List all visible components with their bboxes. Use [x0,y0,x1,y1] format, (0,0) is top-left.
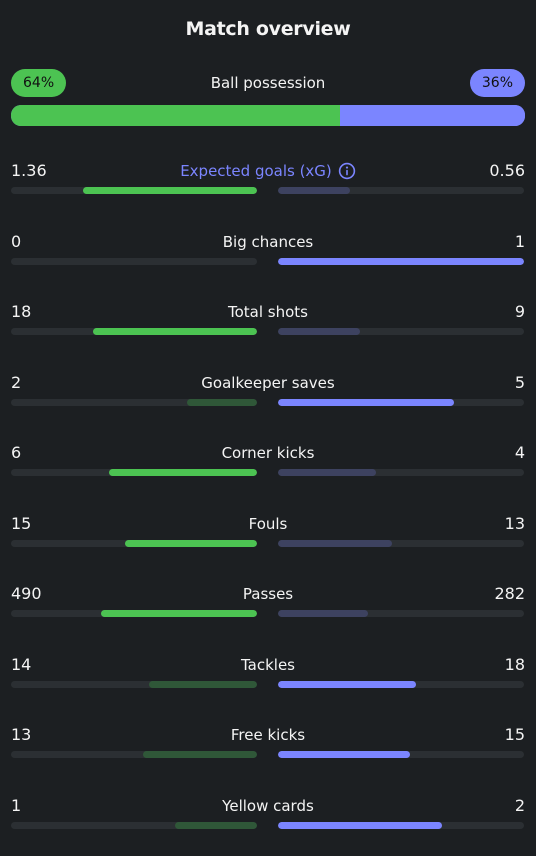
away-stat-fill [278,328,360,335]
away-stat-bar [278,751,524,758]
away-stat-fill [278,610,368,617]
home-stat-fill [82,187,257,194]
away-value: 9 [514,302,525,321]
stat-label: Fouls [248,515,288,533]
stat-label[interactable]: Expected goals (xG) [11,160,525,182]
away-stat-bar [278,399,524,406]
away-stat-fill [278,399,454,406]
away-stat-bar [278,610,524,617]
away-value: 4 [514,443,525,462]
stat-label: Big chances [222,233,314,251]
home-stat-fill [100,610,257,617]
info-icon[interactable] [338,162,356,180]
away-stat-bar [278,681,524,688]
home-value: 1 [11,796,22,815]
home-value: 6 [11,443,22,462]
away-stat-bar [278,258,524,265]
stat-label: Goalkeeper saves [201,374,335,392]
stat-label: Corner kicks [221,444,315,462]
home-stat-bar [11,822,257,829]
away-possession-fill [339,105,525,126]
home-value: 1.36 [11,161,47,180]
stat-row-free-kicks: 13 Free kicks 15 [11,724,525,764]
stat-row-goalkeeper-saves: 2 Goalkeeper saves 5 [11,372,525,412]
home-stat-bar [11,328,257,335]
away-value: 282 [494,584,525,603]
stat-row-passes: 490 Passes 282 [11,583,525,623]
stat-row-corner-kicks: 6 Corner kicks 4 [11,442,525,482]
stat-label: Passes [242,585,294,603]
away-value: 5 [514,373,525,392]
home-value: 0 [11,232,22,251]
stat-row-yellow-cards: 1 Yellow cards 2 [11,795,525,835]
home-stat-fill [175,822,257,829]
home-possession-badge: 64% [11,69,67,97]
possession-header: 64% Ball possession 36% [11,69,525,97]
stat-label: Tackles [240,656,296,674]
home-stat-fill [149,681,257,688]
away-stat-bar [278,328,524,335]
home-possession-fill [11,105,340,126]
home-value: 2 [11,373,22,392]
home-stat-bar [11,610,257,617]
home-stat-bar [11,751,257,758]
home-stat-fill [93,328,257,335]
away-value: 0.56 [489,161,525,180]
stat-row-total-shots: 18 Total shots 9 [11,301,525,341]
away-stat-fill [278,187,350,194]
stat-row-fouls: 15 Fouls 13 [11,513,525,553]
away-value: 18 [504,655,525,674]
stat-row-big-chances: 0 Big chances 1 [11,231,525,271]
stat-row-expected-goals: 1.36 Expected goals (xG) 0.56 [11,160,525,200]
away-stat-fill [278,822,442,829]
away-stat-bar [278,187,524,194]
away-value: 15 [504,725,525,744]
stat-label: Free kicks [230,726,306,744]
home-value: 490 [11,584,42,603]
home-stat-bar [11,681,257,688]
away-possession-badge: 36% [469,69,525,97]
page-title: Match overview [185,18,351,40]
home-value: 13 [11,725,32,744]
home-value: 15 [11,514,32,533]
home-stat-bar [11,258,257,265]
stat-label: Total shots [228,303,308,321]
away-stat-bar [278,469,524,476]
home-stat-fill [142,751,257,758]
away-stat-fill [278,540,393,547]
home-stat-bar [11,540,257,547]
home-stat-fill [109,469,257,476]
possession-bar [11,105,525,126]
away-stat-fill [278,469,377,476]
possession-label: Ball possession [210,74,326,92]
stat-row-tackles: 14 Tackles 18 [11,654,525,694]
away-stat-bar [278,822,524,829]
away-value: 13 [504,514,525,533]
home-stat-fill [125,540,257,547]
away-stat-fill [278,681,417,688]
home-stat-bar [11,399,257,406]
away-value: 2 [514,796,525,815]
stat-label: Yellow cards [222,797,314,815]
home-value: 14 [11,655,32,674]
away-stat-bar [278,540,524,547]
away-value: 1 [514,232,525,251]
home-value: 18 [11,302,32,321]
home-stat-bar [11,469,257,476]
home-stat-fill [186,399,257,406]
home-stat-bar [11,187,257,194]
away-stat-fill [278,258,524,265]
away-stat-fill [278,751,410,758]
